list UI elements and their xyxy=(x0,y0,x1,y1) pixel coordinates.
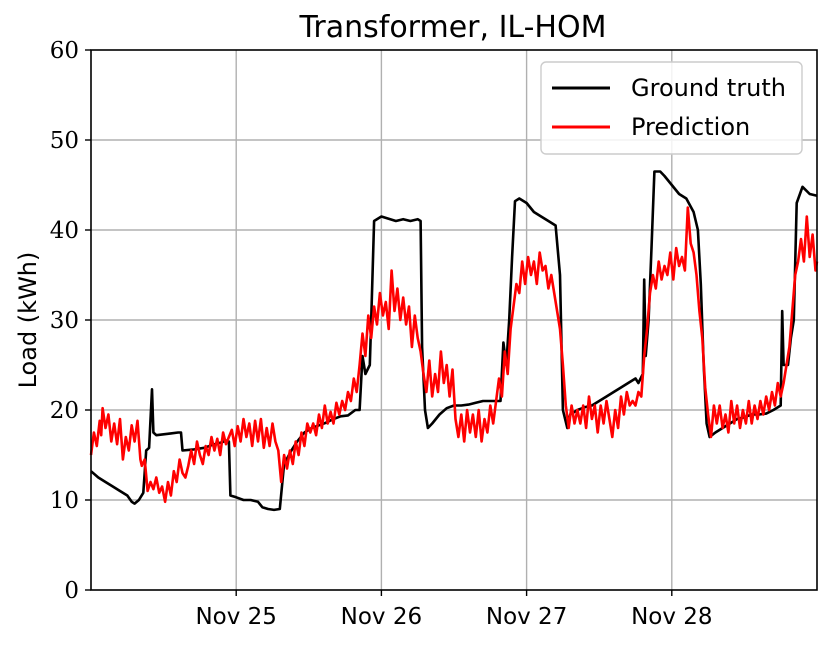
y-tick-label: 30 xyxy=(50,308,79,334)
y-tick-label: 60 xyxy=(50,38,79,64)
legend-label-prediction: Prediction xyxy=(631,113,750,141)
x-tick-label: Nov 28 xyxy=(631,604,712,630)
legend-label-ground-truth: Ground truth xyxy=(631,74,786,102)
ticks: Nov 25 Nov 26 Nov 27 Nov 28 0 10 20 30 40 50 60 xyxy=(50,38,713,630)
y-tick-label: 40 xyxy=(50,218,79,244)
x-tick-label: Nov 26 xyxy=(341,604,422,630)
y-tick-label: 0 xyxy=(64,578,79,604)
chart-title: Transformer, IL-HOM xyxy=(298,10,606,45)
legend: Ground truth Prediction xyxy=(540,61,803,155)
x-tick-label: Nov 25 xyxy=(195,604,276,630)
y-tick-label: 20 xyxy=(50,398,79,424)
series-layer xyxy=(89,170,819,512)
x-tick-label: Nov 27 xyxy=(486,604,567,630)
legend-box xyxy=(540,61,803,155)
y-tick-label: 50 xyxy=(50,128,79,154)
y-axis-label: Load (kWh) xyxy=(14,252,42,389)
series-line-prediction xyxy=(89,206,819,504)
y-tick-label: 10 xyxy=(50,488,79,514)
series-line-ground-truth xyxy=(90,170,818,512)
